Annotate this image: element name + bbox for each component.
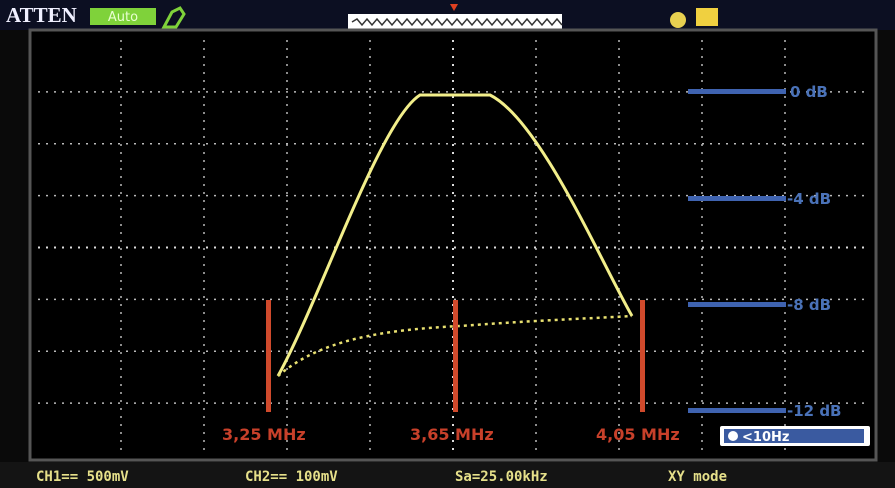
marker-label: 3,25 MHz	[222, 425, 306, 444]
trigger-mode: Auto	[108, 10, 138, 25]
icon	[670, 12, 686, 28]
filter-label: <10Hz	[742, 430, 789, 445]
marker-label: 3,65 MHz	[410, 425, 494, 444]
level-label: 0 dB	[790, 83, 828, 101]
marker-label: 4,05 MHz	[596, 425, 680, 444]
brand: ATTEN	[6, 3, 77, 27]
status-text: Sa=25.00kHz	[455, 469, 548, 485]
scope-screen: ATTEN Auto 3,25 MHz 3,65 MHz 4,05 MHz 0 …	[0, 0, 895, 488]
status-bar	[0, 462, 895, 488]
level-bar	[688, 408, 786, 413]
level-bar	[688, 196, 786, 201]
marker-line	[640, 300, 645, 412]
status-text: CH1== 500mV	[36, 469, 129, 485]
icon	[696, 8, 718, 26]
marker-line	[266, 300, 271, 412]
status-text: XY mode	[668, 469, 727, 485]
status-text: CH2== 100mV	[245, 469, 338, 485]
level-bar	[688, 302, 786, 307]
filter-icon	[728, 431, 738, 441]
marker-line	[453, 300, 458, 412]
level-label: -8 dB	[787, 296, 831, 314]
level-label: -4 dB	[787, 190, 831, 208]
level-label: -12 dB	[787, 402, 842, 420]
level-bar	[688, 89, 786, 94]
